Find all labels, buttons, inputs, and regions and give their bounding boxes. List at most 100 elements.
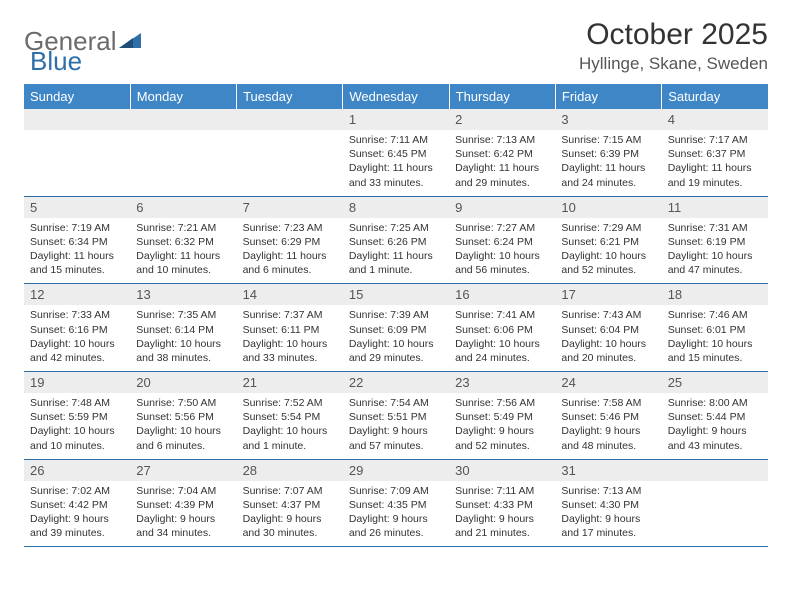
day-details: Sunrise: 7:37 AMSunset: 6:11 PMDaylight:… <box>237 305 343 371</box>
day-details: Sunrise: 7:25 AMSunset: 6:26 PMDaylight:… <box>343 218 449 284</box>
day-number: 21 <box>237 372 343 393</box>
sunrise-line: Sunrise: 7:29 AM <box>561 221 655 235</box>
day-details: Sunrise: 7:09 AMSunset: 4:35 PMDaylight:… <box>343 481 449 547</box>
day-cell: 23Sunrise: 7:56 AMSunset: 5:49 PMDayligh… <box>449 372 555 460</box>
sunrise-line: Sunrise: 7:35 AM <box>136 308 230 322</box>
day-details: Sunrise: 7:31 AMSunset: 6:19 PMDaylight:… <box>662 218 768 284</box>
day-details: Sunrise: 7:02 AMSunset: 4:42 PMDaylight:… <box>24 481 130 547</box>
sunset-line: Sunset: 6:11 PM <box>243 323 337 337</box>
daylight-line: Daylight: 10 hours and 29 minutes. <box>349 337 443 365</box>
daylight-line: Daylight: 10 hours and 1 minute. <box>243 424 337 452</box>
day-details: Sunrise: 7:13 AMSunset: 6:42 PMDaylight:… <box>449 130 555 196</box>
day-number: 14 <box>237 284 343 305</box>
daylight-line: Daylight: 10 hours and 6 minutes. <box>136 424 230 452</box>
sunset-line: Sunset: 6:24 PM <box>455 235 549 249</box>
day-number: 12 <box>24 284 130 305</box>
day-details <box>24 130 130 186</box>
day-details: Sunrise: 7:21 AMSunset: 6:32 PMDaylight:… <box>130 218 236 284</box>
daylight-line: Daylight: 9 hours and 57 minutes. <box>349 424 443 452</box>
day-details <box>130 130 236 186</box>
day-number: 28 <box>237 460 343 481</box>
day-number: 10 <box>555 197 661 218</box>
daylight-line: Daylight: 11 hours and 19 minutes. <box>668 161 762 189</box>
day-details: Sunrise: 7:54 AMSunset: 5:51 PMDaylight:… <box>343 393 449 459</box>
day-number: 2 <box>449 109 555 130</box>
day-number: 30 <box>449 460 555 481</box>
day-details: Sunrise: 7:52 AMSunset: 5:54 PMDaylight:… <box>237 393 343 459</box>
daylight-line: Daylight: 10 hours and 52 minutes. <box>561 249 655 277</box>
day-number: 23 <box>449 372 555 393</box>
col-saturday: Saturday <box>662 84 768 109</box>
sunset-line: Sunset: 4:35 PM <box>349 498 443 512</box>
sunrise-line: Sunrise: 7:21 AM <box>136 221 230 235</box>
header: General October 2025 Hyllinge, Skane, Sw… <box>24 18 768 74</box>
day-cell: 25Sunrise: 8:00 AMSunset: 5:44 PMDayligh… <box>662 372 768 460</box>
sunset-line: Sunset: 6:26 PM <box>349 235 443 249</box>
title-block: October 2025 Hyllinge, Skane, Sweden <box>579 18 768 74</box>
month-title: October 2025 <box>579 18 768 52</box>
day-cell: 15Sunrise: 7:39 AMSunset: 6:09 PMDayligh… <box>343 284 449 372</box>
col-tuesday: Tuesday <box>237 84 343 109</box>
day-details: Sunrise: 7:41 AMSunset: 6:06 PMDaylight:… <box>449 305 555 371</box>
sunset-line: Sunset: 5:51 PM <box>349 410 443 424</box>
sunset-line: Sunset: 5:49 PM <box>455 410 549 424</box>
day-cell: 7Sunrise: 7:23 AMSunset: 6:29 PMDaylight… <box>237 196 343 284</box>
sunrise-line: Sunrise: 7:56 AM <box>455 396 549 410</box>
daylight-line: Daylight: 11 hours and 15 minutes. <box>30 249 124 277</box>
day-details: Sunrise: 7:29 AMSunset: 6:21 PMDaylight:… <box>555 218 661 284</box>
daylight-line: Daylight: 11 hours and 6 minutes. <box>243 249 337 277</box>
day-details: Sunrise: 7:23 AMSunset: 6:29 PMDaylight:… <box>237 218 343 284</box>
daylight-line: Daylight: 9 hours and 17 minutes. <box>561 512 655 540</box>
day-cell: 12Sunrise: 7:33 AMSunset: 6:16 PMDayligh… <box>24 284 130 372</box>
day-details: Sunrise: 7:13 AMSunset: 4:30 PMDaylight:… <box>555 481 661 547</box>
sunset-line: Sunset: 6:42 PM <box>455 147 549 161</box>
sunset-line: Sunset: 4:39 PM <box>136 498 230 512</box>
day-cell: 17Sunrise: 7:43 AMSunset: 6:04 PMDayligh… <box>555 284 661 372</box>
day-cell: 1Sunrise: 7:11 AMSunset: 6:45 PMDaylight… <box>343 109 449 196</box>
sunrise-line: Sunrise: 7:15 AM <box>561 133 655 147</box>
day-cell: 3Sunrise: 7:15 AMSunset: 6:39 PMDaylight… <box>555 109 661 196</box>
daylight-line: Daylight: 9 hours and 26 minutes. <box>349 512 443 540</box>
day-number: 27 <box>130 460 236 481</box>
sunset-line: Sunset: 6:16 PM <box>30 323 124 337</box>
day-cell: 27Sunrise: 7:04 AMSunset: 4:39 PMDayligh… <box>130 459 236 547</box>
daylight-line: Daylight: 10 hours and 47 minutes. <box>668 249 762 277</box>
day-details: Sunrise: 8:00 AMSunset: 5:44 PMDaylight:… <box>662 393 768 459</box>
day-number: 13 <box>130 284 236 305</box>
col-wednesday: Wednesday <box>343 84 449 109</box>
day-cell: 24Sunrise: 7:58 AMSunset: 5:46 PMDayligh… <box>555 372 661 460</box>
sunset-line: Sunset: 6:19 PM <box>668 235 762 249</box>
daylight-line: Daylight: 10 hours and 10 minutes. <box>30 424 124 452</box>
sunrise-line: Sunrise: 7:25 AM <box>349 221 443 235</box>
day-number: 20 <box>130 372 236 393</box>
sunrise-line: Sunrise: 7:58 AM <box>561 396 655 410</box>
day-details: Sunrise: 7:48 AMSunset: 5:59 PMDaylight:… <box>24 393 130 459</box>
week-row: 19Sunrise: 7:48 AMSunset: 5:59 PMDayligh… <box>24 372 768 460</box>
sunset-line: Sunset: 5:54 PM <box>243 410 337 424</box>
sunset-line: Sunset: 6:14 PM <box>136 323 230 337</box>
day-cell <box>237 109 343 196</box>
day-number: 15 <box>343 284 449 305</box>
daylight-line: Daylight: 9 hours and 39 minutes. <box>30 512 124 540</box>
day-number: 24 <box>555 372 661 393</box>
sunset-line: Sunset: 6:06 PM <box>455 323 549 337</box>
day-number: 25 <box>662 372 768 393</box>
daylight-line: Daylight: 10 hours and 56 minutes. <box>455 249 549 277</box>
col-thursday: Thursday <box>449 84 555 109</box>
day-cell: 9Sunrise: 7:27 AMSunset: 6:24 PMDaylight… <box>449 196 555 284</box>
day-number: 29 <box>343 460 449 481</box>
day-details: Sunrise: 7:50 AMSunset: 5:56 PMDaylight:… <box>130 393 236 459</box>
day-cell: 13Sunrise: 7:35 AMSunset: 6:14 PMDayligh… <box>130 284 236 372</box>
sunrise-line: Sunrise: 7:04 AM <box>136 484 230 498</box>
sunrise-line: Sunrise: 7:50 AM <box>136 396 230 410</box>
sunset-line: Sunset: 6:34 PM <box>30 235 124 249</box>
col-monday: Monday <box>130 84 236 109</box>
week-row: 26Sunrise: 7:02 AMSunset: 4:42 PMDayligh… <box>24 459 768 547</box>
day-details: Sunrise: 7:58 AMSunset: 5:46 PMDaylight:… <box>555 393 661 459</box>
day-number: 19 <box>24 372 130 393</box>
day-cell: 30Sunrise: 7:11 AMSunset: 4:33 PMDayligh… <box>449 459 555 547</box>
sunrise-line: Sunrise: 7:52 AM <box>243 396 337 410</box>
day-number: 3 <box>555 109 661 130</box>
day-cell: 2Sunrise: 7:13 AMSunset: 6:42 PMDaylight… <box>449 109 555 196</box>
sunset-line: Sunset: 6:39 PM <box>561 147 655 161</box>
